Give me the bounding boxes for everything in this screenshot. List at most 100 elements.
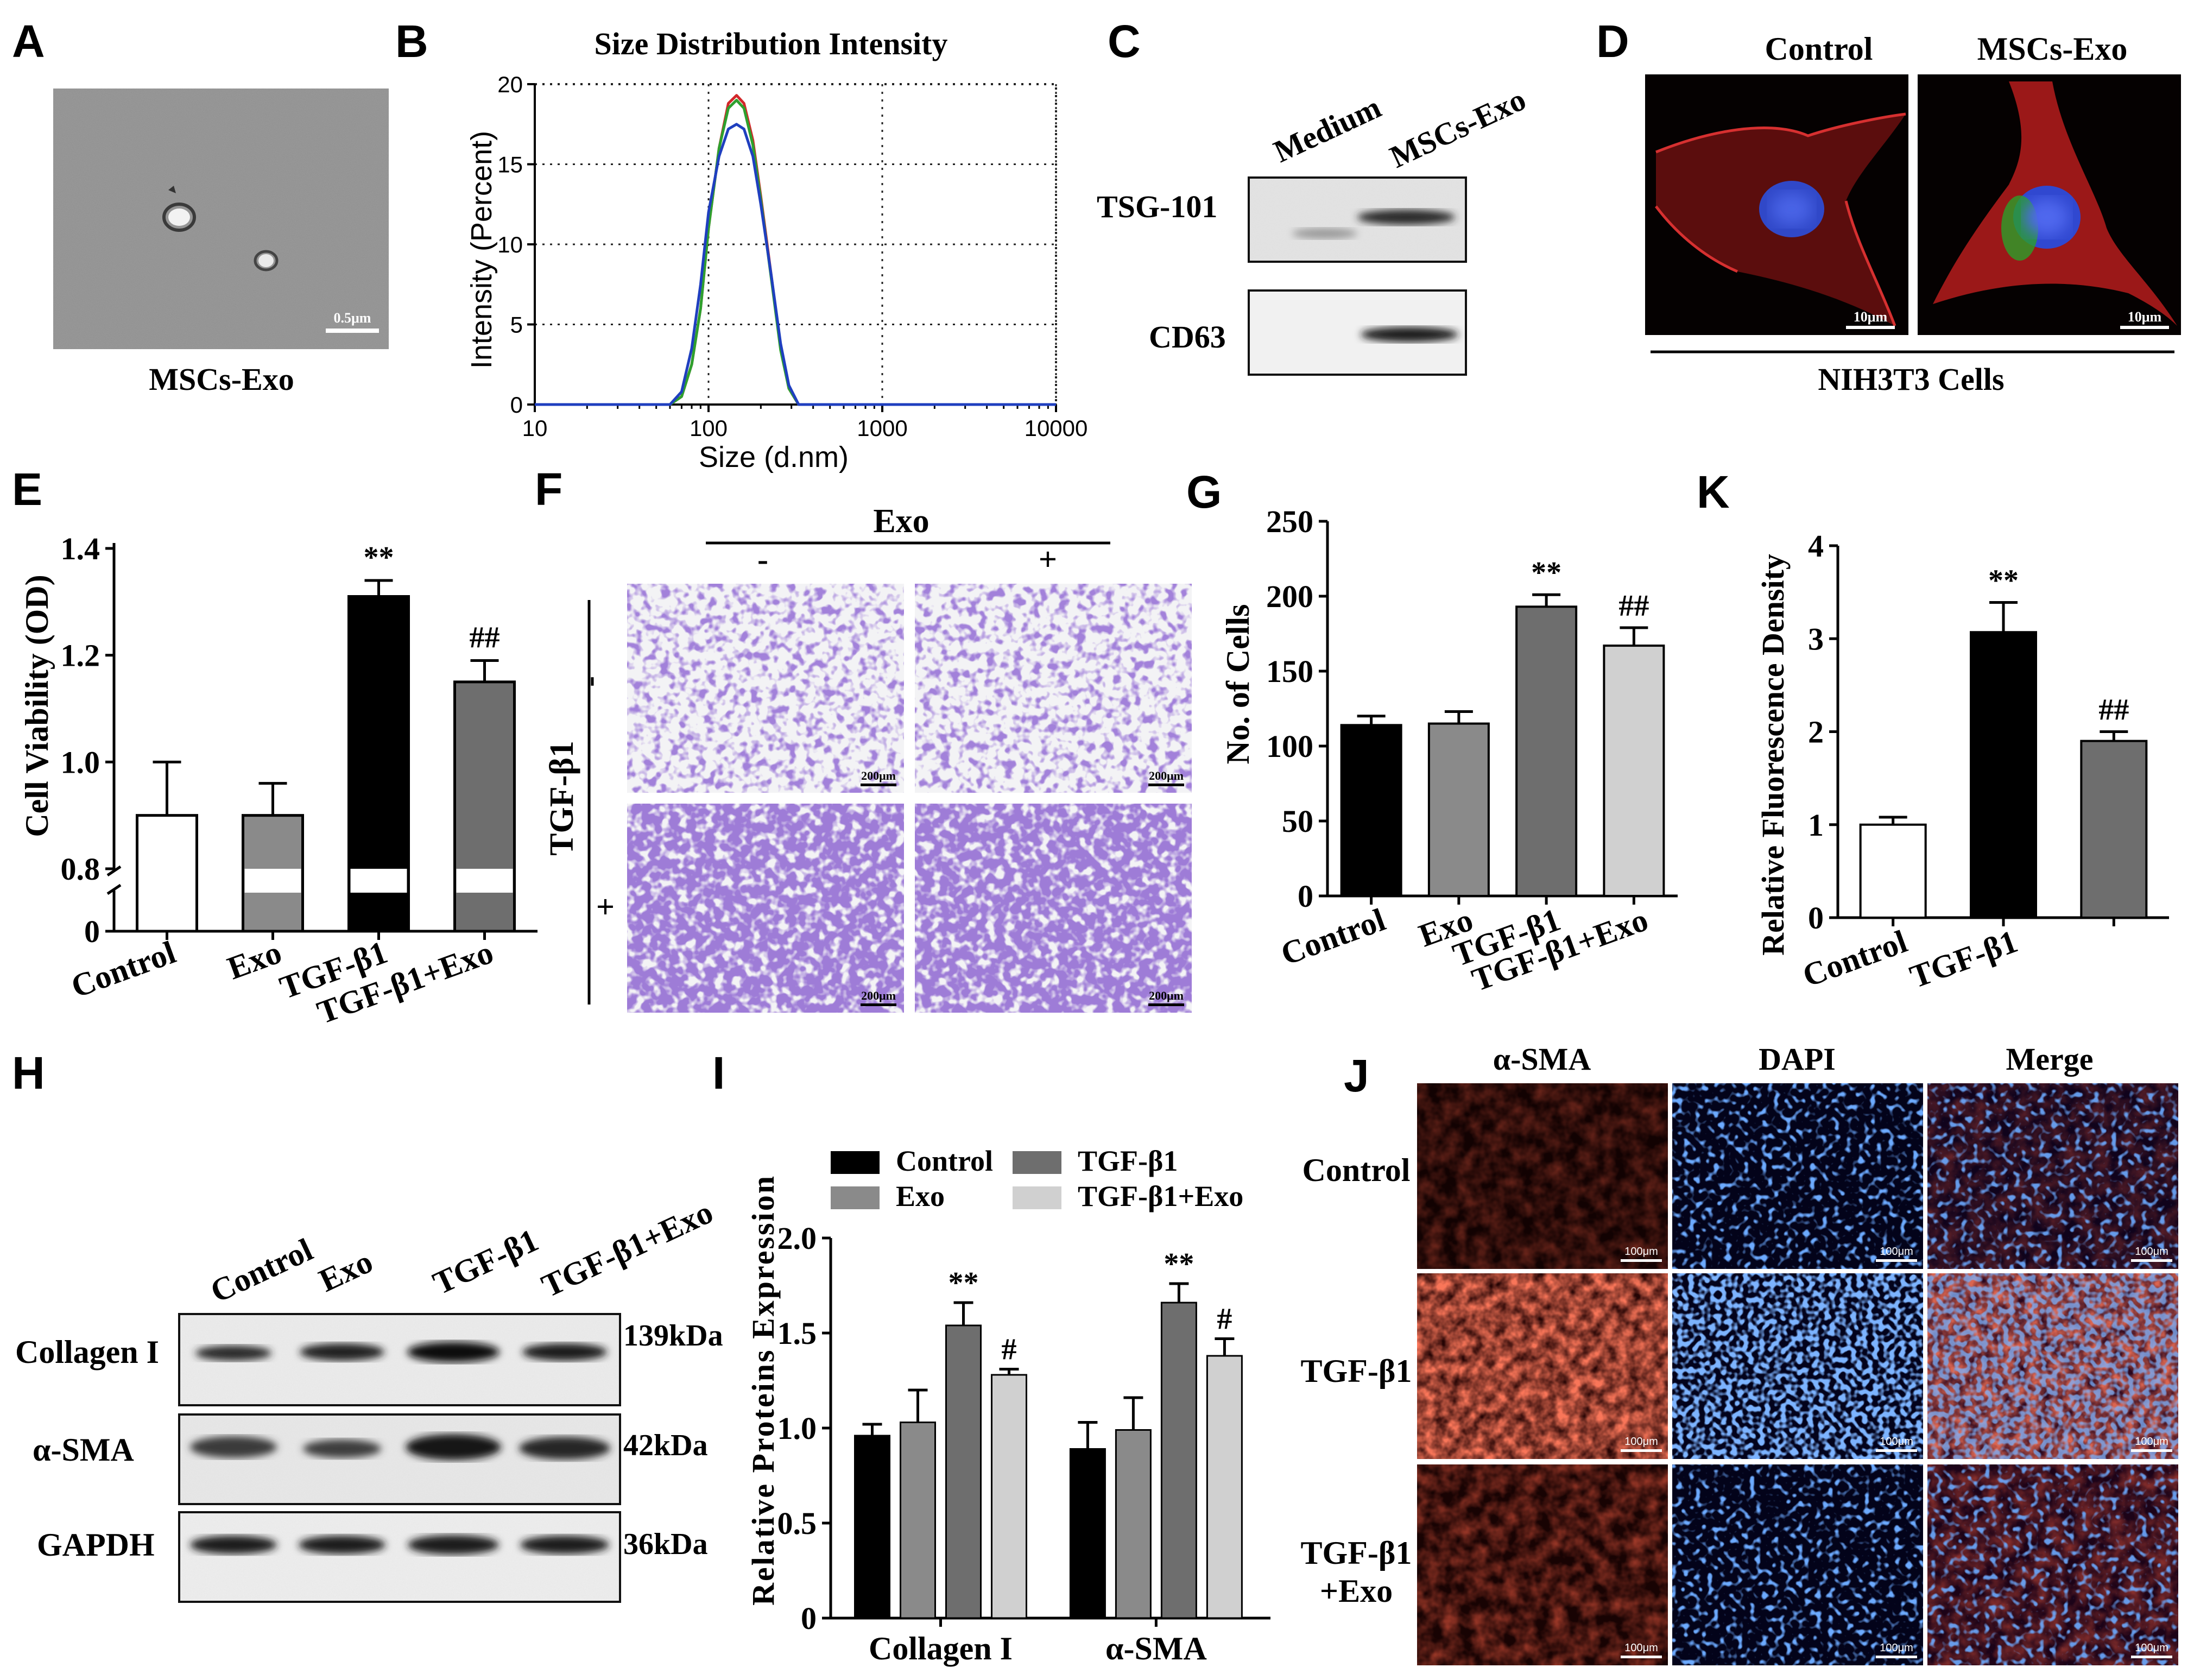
chart-k-ytick-label: 2 [1808,715,1824,750]
chart-i-legend-label: Control [896,1145,993,1177]
panel-letter-g: G [1186,466,1222,517]
panel-letter-e: E [12,464,42,515]
transwell-side-plus: + [596,889,615,925]
chart-b-ylabel: Intensity (Percent) [465,131,498,369]
fluo-j-scale-bar [2131,1259,2172,1262]
panel-letter-i: I [712,1047,725,1098]
chart-i-significance: ** [1164,1247,1194,1281]
chart-i-legend-swatch [831,1186,880,1209]
fluo-d-scale-exo: 10μm [2128,309,2162,325]
chart-b-xtick-label: 10 [522,415,548,441]
panel-letter-c: C [1108,16,1141,67]
panel-j: J α-SMA DAPI Merge Control TGF-β1 TGF-β1… [1301,1041,2178,1665]
chart-i-significance: ** [949,1266,979,1300]
panel-f: F Exo - + TGF-β1 - + 200μm 200μm 200μm 2… [535,464,1192,1013]
fluo-j-image-grid [1417,1083,2178,1665]
chart-b-xtick-label: 100 [690,415,728,441]
chart-e-ytick-label: 1.2 [61,638,100,673]
chart-b-area: 0 5 10 15 20 10 100 1000 10000 [497,72,1087,441]
fluo-j-scale-label: 100μm [1624,1642,1658,1654]
chart-i-area: 0 0.5 1.0 1.5 2.0 ** # Collagen I ** # α-SMA Contro… [777,1145,1270,1666]
blot-c-cd63-strip [1248,289,1467,376]
chart-e-ytick-label: 1.0 [61,744,100,780]
fluo-j-col-dapi: DAPI [1759,1041,1836,1077]
chart-i-legend-label: TGF-β1 [1078,1145,1178,1177]
blot-h-lane-exo: Exo [314,1243,378,1299]
transwell-scale-1: 200μm [861,769,896,782]
chart-i-legend-label: Exo [896,1180,945,1212]
chart-i-bar [1206,1355,1243,1619]
chart-b-xtick-label: 10000 [1025,415,1088,441]
fluo-d-col-control: Control [1765,31,1873,67]
transwell-side-label: TGF-β1 [543,741,580,856]
chart-i-bar [991,1374,1027,1619]
chart-g-ylabel: No. of Cells [1220,604,1256,765]
fluo-d-image-mscs-exo: 10μm [1918,74,2181,335]
chart-i-ytick-label: 1.0 [777,1411,817,1446]
fluo-d-scale-control: 10μm [1854,309,1888,325]
chart-e-bar [453,680,516,933]
tem-scale-label: 0.5μm [334,310,371,326]
transwell-side-minus: - [571,676,607,687]
chart-b-ytick-label: 10 [497,232,523,257]
chart-i-category-label: Collagen I [869,1631,1013,1666]
chart-k-ytick-label: 1 [1808,807,1824,843]
chart-e-ytick-label: 1.4 [61,531,100,566]
chart-e-significance: ## [470,621,500,655]
fluo-d-col-mscs-exo: MSCs-Exo [1977,31,2128,67]
chart-e-category-label: Exo [223,934,286,986]
fluo-j-scale-label: 100μm [2135,1436,2168,1448]
chart-k-category-label: TGF-β1 [1905,923,2022,995]
chart-e-bar-break [244,869,301,893]
blot-h-lane-tgf-exo: TGF-β1+Exo [536,1194,718,1304]
panel-d: D Control MSCs-Exo 10μm 10μm NIH3T3 Cell… [1596,16,2181,397]
chart-b-series-red [535,94,1056,406]
blot-h-size-asma: 42kDa [623,1429,708,1462]
panel-i: I 0 0.5 1.0 1.5 2.0 ** # Collagen I ** # α-SMA Cont… [712,1047,1270,1666]
chart-b-ytick-label: 20 [497,72,523,97]
panel-b: B Size Distribution Intensity 0 5 10 15 20 10… [395,16,1087,473]
chart-g-ytick-label: 150 [1266,654,1313,689]
chart-k-bar [2080,740,2148,919]
chart-e-bar [136,814,198,933]
blot-c-tsg101-strip [1248,176,1467,263]
transwell-top-label: Exo [873,503,929,540]
chart-b-ytick-label: 0 [510,392,523,418]
panel-c: C Medium MSCs-Exo TSG-101 CD63 [1097,16,1531,376]
chart-e-category-label: Control [66,934,180,1005]
chart-g-ytick-label: 50 [1282,804,1313,839]
transwell-scale-2: 200μm [1149,769,1184,782]
fluo-j-scale-label: 100μm [1880,1246,1913,1258]
fluo-j-scale-label: 100μm [1624,1246,1658,1258]
chart-b-xtick-label: 1000 [857,415,907,441]
chart-i-ytick-label: 2.0 [777,1221,817,1256]
blot-h-lane-control: Control [205,1231,318,1310]
chart-g-bar [1340,724,1402,897]
chart-g-significance: ** [1531,556,1561,590]
chart-i-ylabel: Relative Proteins Expression [745,1174,781,1606]
chart-g-ytick-label: 100 [1266,729,1313,764]
fluo-j-scale-label: 100μm [2135,1246,2168,1258]
chart-g-ytick-label: 0 [1298,879,1313,914]
chart-i-legend-label: TGF-β1+Exo [1078,1180,1243,1212]
chart-i-legend-swatch [831,1151,880,1174]
chart-e-ytick-label: 0 [84,914,100,949]
tem-image: 0.5μm [53,89,389,349]
chart-i-bar [945,1324,982,1619]
fluo-j-scale-bar [2131,1449,2172,1452]
chart-i-significance: # [1217,1303,1232,1336]
chart-k-bar [1859,823,1927,919]
chart-g-bar [1427,722,1490,897]
chart-e-bar-break [456,869,513,893]
panel-letter-h: H [12,1047,45,1098]
fluo-j-scale-label: 100μm [1880,1436,1913,1448]
chart-k-ylabel: Relative Fluorescence Density [1755,554,1791,956]
fluo-j-row-control: Control [1303,1152,1411,1188]
fluo-j-scale-bar [1621,1656,1662,1658]
transwell-image-grid: 200μm 200μm 200μm 200μm [627,584,1192,1013]
transwell-scale-4: 200μm [1149,989,1184,1002]
panel-a: A 0.5μm MSCs-Exo [12,16,389,397]
